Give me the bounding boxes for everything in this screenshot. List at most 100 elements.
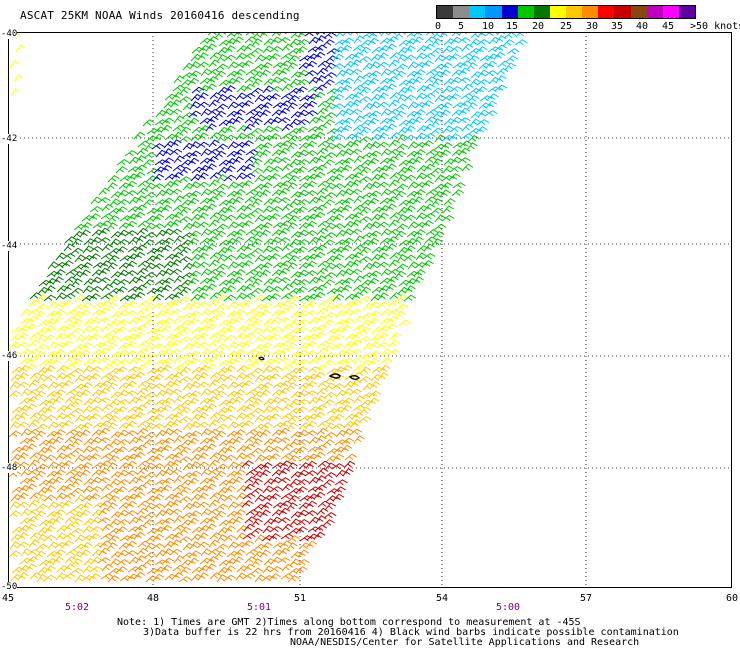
wind-barb	[180, 239, 193, 247]
wind-barb	[335, 189, 348, 198]
wind-barb	[137, 340, 151, 348]
wind-barb	[440, 142, 453, 150]
wind-barb	[207, 108, 221, 116]
wind-barb	[108, 367, 122, 375]
wind-barb	[217, 166, 230, 175]
wind-barb	[9, 341, 21, 350]
wind-barb	[216, 294, 228, 303]
footnote-line-2: 3)Data buffer is 22 hrs from 20160416 4)…	[143, 627, 679, 638]
wind-barb	[124, 350, 138, 357]
wind-barb	[332, 93, 345, 102]
wind-barb	[331, 263, 345, 270]
wind-barb	[144, 542, 157, 551]
wind-barb	[187, 157, 200, 166]
wind-barb	[324, 222, 337, 231]
wind-barb	[460, 93, 474, 100]
wind-barb	[52, 476, 64, 485]
wind-barb	[171, 531, 184, 540]
wind-barb	[367, 277, 380, 286]
wind-barb	[178, 376, 192, 383]
wind-barb	[134, 404, 148, 412]
wind-barb	[90, 236, 103, 245]
lat-label: -44	[1, 241, 18, 251]
wind-barb	[196, 301, 210, 309]
wind-barb	[182, 62, 195, 71]
wind-barb	[287, 535, 300, 543]
wind-barb	[189, 541, 201, 550]
wind-barb	[187, 317, 200, 326]
wind-barb	[281, 443, 294, 452]
wind-barb	[181, 472, 195, 479]
wind-barb	[233, 429, 246, 437]
wind-barb	[227, 501, 239, 510]
wind-barb	[235, 132, 247, 141]
wind-barb	[116, 238, 130, 246]
wind-barb	[380, 268, 392, 277]
wind-barb	[308, 356, 321, 365]
wind-barb	[259, 309, 271, 318]
wind-barb	[72, 430, 85, 439]
wind-barb	[197, 172, 209, 181]
wind-barb-map[interactable]	[8, 32, 732, 588]
wind-barb	[81, 534, 95, 542]
wind-barb	[215, 103, 229, 111]
wind-barb	[217, 406, 230, 415]
wind-barb	[289, 318, 301, 327]
wind-barb	[83, 278, 96, 286]
wind-barb	[254, 174, 266, 183]
wind-barb	[263, 438, 276, 446]
wind-barb	[243, 203, 256, 212]
wind-barb	[99, 380, 112, 388]
wind-barb	[62, 372, 76, 380]
wind-barb	[242, 252, 256, 260]
wind-barb	[216, 214, 228, 223]
wind-barb	[36, 574, 48, 583]
wind-barb	[97, 397, 111, 404]
wind-barb	[232, 476, 244, 485]
wind-barb	[83, 398, 96, 406]
wind-barb	[91, 509, 104, 517]
wind-barb	[252, 110, 265, 119]
wind-barb	[43, 574, 57, 582]
wind-barb	[179, 86, 192, 95]
wind-barb	[135, 195, 147, 204]
wind-barb	[277, 397, 291, 404]
wind-barb	[217, 206, 230, 215]
wind-barb	[298, 302, 311, 310]
wind-barb	[234, 61, 248, 69]
wind-barb	[298, 182, 311, 190]
wind-barb	[181, 432, 195, 439]
colorbar-tick-label: 25	[559, 21, 573, 32]
wind-barb	[128, 556, 141, 565]
wind-barb	[360, 159, 373, 167]
wind-barb	[262, 205, 274, 214]
wind-barb	[305, 60, 318, 69]
wind-barb	[197, 492, 209, 501]
wind-barb	[227, 221, 239, 230]
wind-barb	[243, 163, 256, 172]
wind-barb	[89, 525, 103, 533]
wind-barb	[233, 509, 246, 517]
wind-barb	[281, 163, 294, 172]
wind-barb	[299, 135, 313, 142]
wind-barb	[305, 260, 318, 269]
wind-barb	[180, 439, 193, 447]
wind-barb	[342, 228, 354, 237]
wind-barb	[74, 334, 86, 343]
wind-barb	[281, 563, 294, 572]
wind-barb	[278, 187, 291, 196]
wind-barb	[279, 180, 292, 188]
wind-barb	[250, 527, 264, 535]
wind-barb	[341, 437, 355, 445]
wind-barb	[143, 351, 157, 359]
wind-barb	[407, 261, 419, 270]
wind-barb	[163, 260, 176, 269]
wind-barb	[28, 299, 40, 308]
wind-barb	[299, 535, 313, 542]
wind-barb	[27, 428, 41, 436]
wind-barb	[224, 565, 236, 574]
wind-barb	[154, 279, 168, 286]
wind-barb	[290, 511, 303, 519]
wind-barb	[424, 196, 437, 204]
wind-barb	[250, 47, 264, 55]
